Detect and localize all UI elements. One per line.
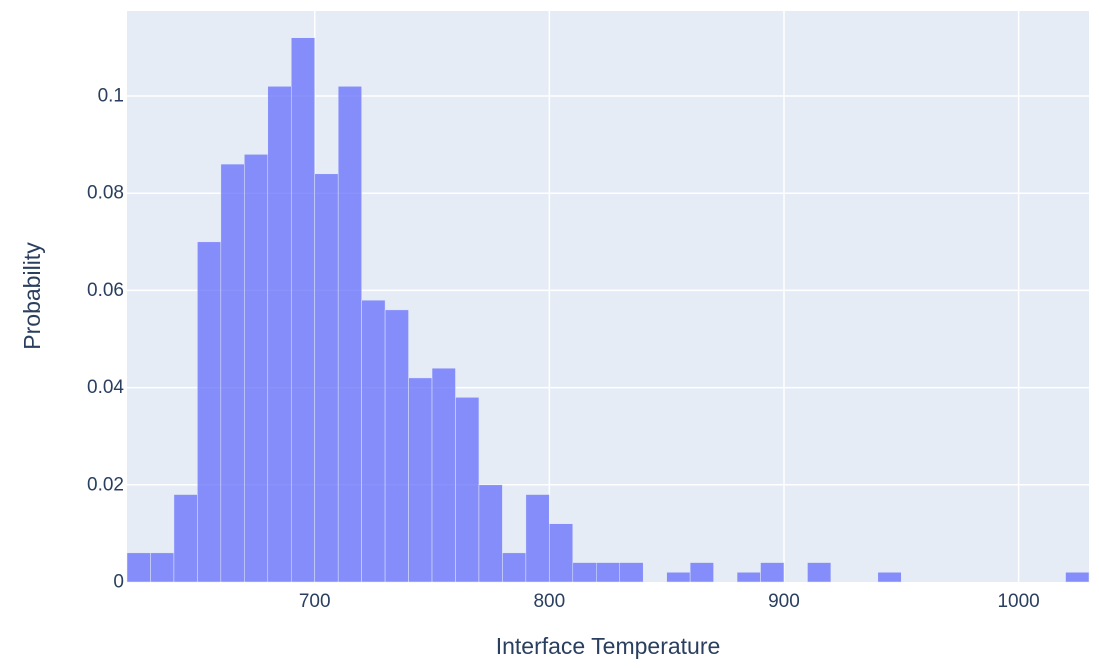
histogram-bar xyxy=(1065,572,1090,583)
y-tick-label: 0 xyxy=(113,572,124,593)
y-tick-label: 0.1 xyxy=(98,86,124,107)
histogram-bar xyxy=(666,572,691,583)
histogram-bar xyxy=(361,299,386,583)
histogram-bar xyxy=(384,309,409,583)
histogram-bar xyxy=(150,552,175,583)
histogram-bar xyxy=(689,562,714,583)
y-axis-ticks: 0 0.02 0.04 0.06 0.08 0.1 xyxy=(87,86,124,593)
y-tick-label: 0.08 xyxy=(87,183,124,204)
histogram-bar xyxy=(760,562,785,583)
histogram-bar xyxy=(596,562,620,583)
x-tick-label: 1000 xyxy=(997,591,1039,612)
histogram-bar xyxy=(431,367,456,583)
histogram-bar xyxy=(244,154,269,583)
y-tick-label: 0.06 xyxy=(87,280,124,301)
histogram-bar xyxy=(220,163,245,583)
x-tick-label: 800 xyxy=(533,591,565,612)
x-tick-label: 700 xyxy=(299,591,331,612)
histogram-bar xyxy=(736,572,761,583)
histogram-bar xyxy=(877,572,902,583)
histogram-bar xyxy=(525,494,550,583)
y-tick-label: 0.02 xyxy=(87,474,124,495)
histogram-bar xyxy=(197,241,222,583)
histogram-bar xyxy=(126,552,151,583)
histogram-bar xyxy=(314,173,339,583)
histogram-bar xyxy=(267,86,292,583)
histogram-bar xyxy=(408,377,433,583)
histogram-bar xyxy=(807,562,832,583)
histogram-bars xyxy=(126,37,1090,583)
histogram-bar xyxy=(455,397,480,583)
histogram-bar xyxy=(478,484,503,583)
histogram-bar xyxy=(337,86,362,583)
x-tick-label: 900 xyxy=(768,591,800,612)
histogram-bar xyxy=(572,562,597,583)
histogram-bar xyxy=(549,523,574,583)
histogram-bar xyxy=(290,37,315,583)
histogram-bar xyxy=(502,552,527,583)
y-axis-title: Probability xyxy=(19,242,45,350)
histogram-bar xyxy=(619,562,644,583)
x-axis-title: Interface Temperature xyxy=(496,633,721,659)
histogram-bar xyxy=(173,494,198,583)
y-tick-label: 0.04 xyxy=(87,377,124,398)
x-axis-ticks: 700 800 900 1000 xyxy=(299,591,1040,612)
